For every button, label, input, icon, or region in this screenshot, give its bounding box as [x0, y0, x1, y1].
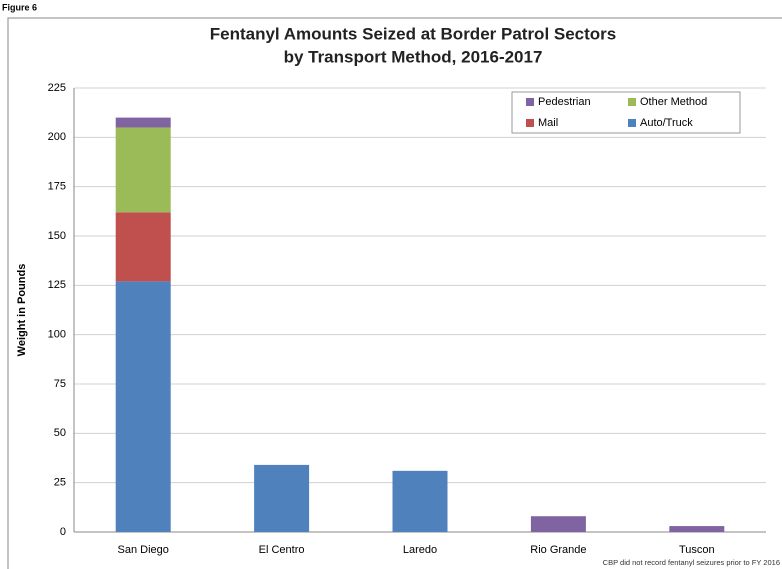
x-tick-label: Laredo: [403, 544, 437, 556]
y-tick-label: 150: [48, 230, 66, 242]
bar-segment: [115, 212, 171, 282]
bar-segment: [254, 464, 310, 532]
x-tick-label: Tuscon: [679, 544, 715, 556]
y-axis-label: Weight in Pounds: [16, 264, 28, 357]
legend-label: Auto/Truck: [640, 117, 693, 129]
bar-segment: [115, 117, 171, 128]
bar-segment: [392, 470, 448, 532]
chart-title: by Transport Method, 2016-2017: [284, 47, 543, 66]
bar-segment: [530, 516, 586, 532]
y-tick-label: 75: [54, 378, 66, 390]
y-tick-label: 200: [48, 131, 66, 143]
x-tick-label: San Diego: [118, 544, 169, 556]
y-tick-label: 175: [48, 181, 66, 193]
y-tick-label: 25: [54, 477, 66, 489]
y-tick-label: 0: [60, 526, 66, 538]
y-tick-label: 50: [54, 427, 66, 439]
legend-swatch: [628, 119, 636, 127]
bar-segment: [115, 127, 171, 213]
x-tick-label: El Centro: [259, 544, 305, 556]
legend-label: Pedestrian: [538, 96, 591, 108]
bar-segment: [115, 281, 171, 532]
legend-label: Other Method: [640, 96, 707, 108]
x-tick-label: Rio Grande: [530, 544, 586, 556]
legend-swatch: [628, 98, 636, 106]
chart-title: Fentanyl Amounts Seized at Border Patrol…: [210, 24, 617, 43]
y-tick-label: 100: [48, 329, 66, 341]
legend-swatch: [526, 98, 534, 106]
legend-swatch: [526, 119, 534, 127]
footnote: CBP did not record fentanyl seizures pri…: [603, 558, 780, 567]
legend-box: [511, 91, 741, 134]
figure-label: Figure 6: [2, 2, 37, 12]
bar-segment: [669, 526, 725, 532]
legend-label: Mail: [538, 117, 558, 129]
y-tick-label: 125: [48, 279, 66, 291]
y-tick-label: 225: [48, 82, 66, 94]
